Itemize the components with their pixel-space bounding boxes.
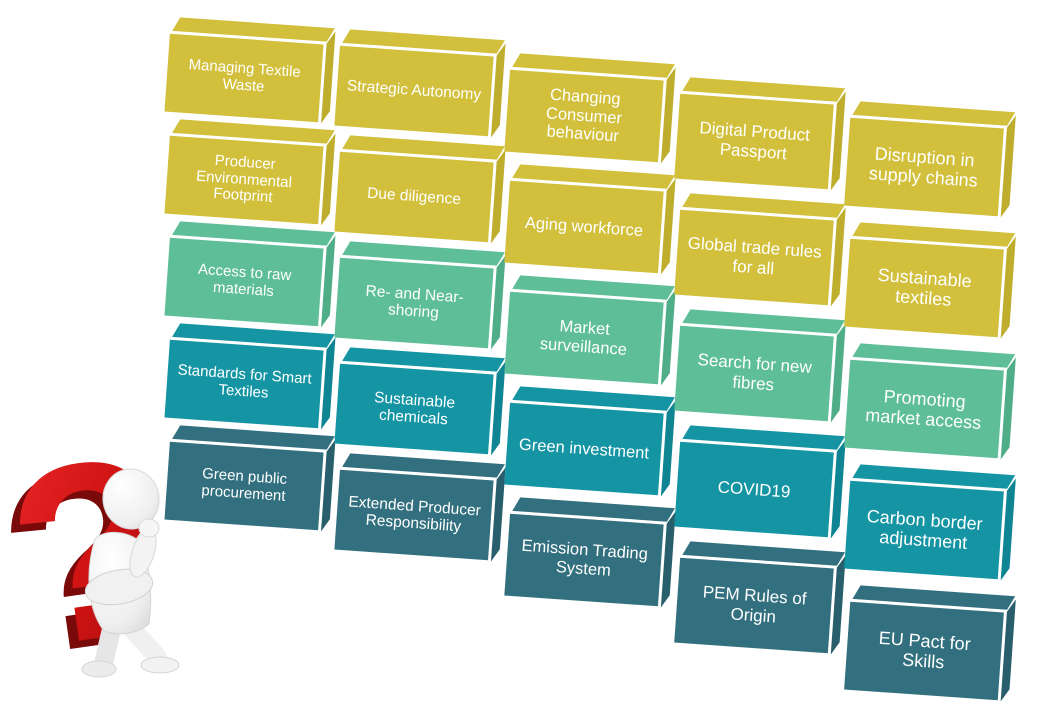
- topic-block: Green investment: [504, 402, 664, 496]
- topic-block-label: Carbon border adjustment: [866, 505, 984, 554]
- topic-block: Producer Environmental Footprint: [164, 135, 324, 225]
- topic-block-label: EU Pact for Skills: [878, 627, 972, 673]
- topic-block: COVID19: [674, 441, 834, 538]
- topic-block: Disruption in supply chains: [844, 117, 1004, 217]
- topic-block: Emission Trading System: [504, 513, 664, 607]
- board-column-3: Changing Consumer behaviour Aging workfor…: [504, 69, 664, 630]
- topic-block-label: Sustainable textiles: [877, 264, 973, 310]
- topic-block-label: Promoting market access: [864, 385, 982, 433]
- topic-block: Strategic Autonomy: [334, 45, 494, 137]
- topic-block: Extended Producer Responsibility: [334, 469, 494, 561]
- board-column-4: Digital Product Passport Global trade rul…: [674, 93, 834, 679]
- topic-block-label: Standards for Smart Textiles: [177, 361, 313, 402]
- topic-block-label: Producer Environmental Footprint: [195, 151, 293, 207]
- topic-block-label: COVID19: [717, 477, 791, 502]
- board-column-1: Managing Textile Waste Producer Environme…: [164, 33, 324, 549]
- topic-block: Due diligence: [334, 151, 494, 243]
- topic-block: Market surveillance: [504, 291, 664, 385]
- topic-block-label: Sustainable chemicals: [373, 388, 456, 429]
- topic-block-label: Disruption in supply chains: [868, 143, 979, 191]
- topic-block-label: Access to raw materials: [197, 260, 292, 301]
- topic-block: Digital Product Passport: [674, 93, 834, 190]
- topic-block-label: Green investment: [518, 435, 650, 463]
- topic-block-label: Due diligence: [366, 184, 462, 209]
- topic-block: Green public procurement: [164, 441, 324, 531]
- topic-block: EU Pact for Skills: [844, 601, 1004, 701]
- topic-block: Global trade rules for all: [674, 209, 834, 306]
- topic-block-label: Digital Product Passport: [698, 118, 811, 163]
- topic-block-label: Emission Trading System: [520, 536, 649, 580]
- topic-block-label: Market surveillance: [539, 317, 628, 359]
- topic-block-label: Changing Consumer behaviour: [545, 85, 623, 146]
- topic-block: PEM Rules of Origin: [674, 557, 834, 654]
- question-figure: ? ?: [0, 403, 186, 710]
- topic-block-label: Global trade rules for all: [687, 233, 823, 278]
- thinking-person-icon: [81, 468, 180, 678]
- topic-block-label: PEM Rules of Origin: [702, 582, 808, 627]
- topic-block-label: Search for new fibres: [696, 350, 813, 394]
- topic-block: Promoting market access: [844, 359, 1004, 459]
- topic-block: Sustainable textiles: [844, 238, 1004, 338]
- topic-block-label: Managing Textile Waste: [188, 56, 302, 96]
- topic-block: Search for new fibres: [674, 325, 834, 422]
- topic-board: Managing Textile Waste Producer Environme…: [164, 33, 1027, 719]
- topic-block: Managing Textile Waste: [164, 33, 324, 123]
- topic-block: Sustainable chemicals: [334, 363, 494, 455]
- topic-block: Re- and Near-shoring: [334, 257, 494, 349]
- topic-block: Aging workforce: [504, 180, 664, 274]
- topic-block: Carbon border adjustment: [844, 480, 1004, 580]
- topic-block: Standards for Smart Textiles: [164, 339, 324, 429]
- topic-block: Access to raw materials: [164, 237, 324, 327]
- topic-block-label: Extended Producer Responsibility: [347, 492, 482, 536]
- board-column-2: Strategic Autonomy Due diligence Re- and N…: [334, 45, 494, 581]
- topic-block-label: Aging workforce: [524, 213, 644, 240]
- topic-block-label: Strategic Autonomy: [346, 77, 482, 104]
- topic-block: Changing Consumer behaviour: [504, 69, 664, 163]
- topic-block-label: Green public procurement: [200, 465, 288, 505]
- topic-block-label: Re- and Near-shoring: [365, 282, 465, 322]
- board-column-5: Disruption in supply chains Sustainable t…: [844, 117, 1004, 719]
